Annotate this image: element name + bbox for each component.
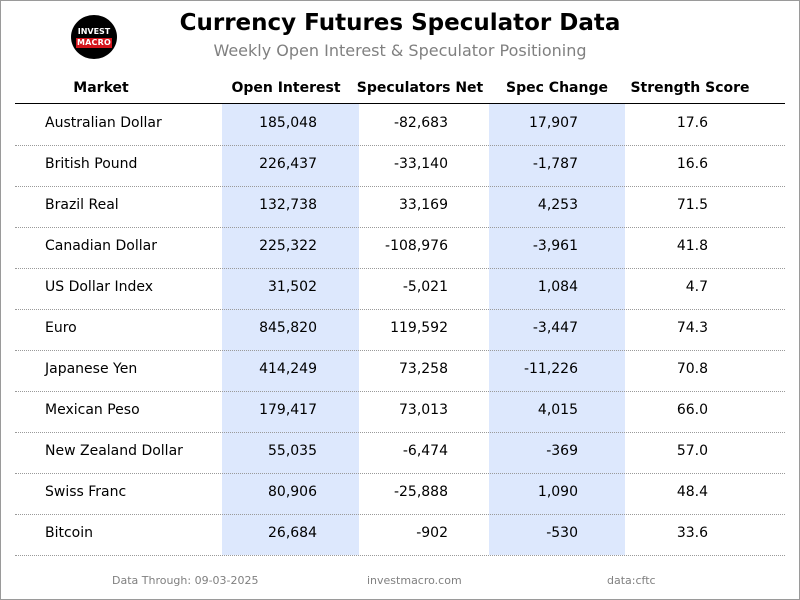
cell-spec-change: 17,907 xyxy=(529,115,578,131)
cell-open-interest: 414,249 xyxy=(259,361,317,377)
table-row: New Zealand Dollar 55,035 -6,474 -369 57.0 xyxy=(15,432,785,474)
cell-open-interest: 26,684 xyxy=(268,525,317,541)
cell-speculators-net: -82,683 xyxy=(393,115,448,131)
cell-strength-score: 33.6 xyxy=(676,525,708,541)
cell-open-interest: 179,417 xyxy=(259,402,317,418)
cell-speculators-net: -6,474 xyxy=(402,443,448,459)
cell-strength-score: 48.4 xyxy=(676,484,708,500)
cell-open-interest: 845,820 xyxy=(259,320,317,336)
cell-spec-change: 4,253 xyxy=(537,197,578,213)
table-row: Australian Dollar 185,048 -82,683 17,907 17.… xyxy=(15,104,785,146)
table-row: US Dollar Index 31,502 -5,021 1,084 4.7 xyxy=(15,268,785,310)
cell-speculators-net: -108,976 xyxy=(385,238,448,254)
cell-speculators-net: 73,013 xyxy=(399,402,448,418)
table-row: Euro 845,820 119,592 -3,447 74.3 xyxy=(15,309,785,351)
cell-strength-score: 74.3 xyxy=(676,320,708,336)
footer-data-date: Data Through: 09-03-2025 xyxy=(112,574,259,587)
cell-open-interest: 55,035 xyxy=(268,443,317,459)
spec-change-column-shade xyxy=(489,104,625,555)
cell-speculators-net: -5,021 xyxy=(402,279,448,295)
footer-source: data:cftc xyxy=(607,574,656,587)
cell-speculators-net: 73,258 xyxy=(399,361,448,377)
cell-strength-score: 57.0 xyxy=(676,443,708,459)
cell-speculators-net: -33,140 xyxy=(393,156,448,172)
table-row: Brazil Real 132,738 33,169 4,253 71.5 xyxy=(15,186,785,228)
cell-open-interest: 185,048 xyxy=(259,115,317,131)
cell-market: Swiss Franc xyxy=(45,484,127,500)
cell-strength-score: 41.8 xyxy=(676,238,708,254)
cell-speculators-net: -25,888 xyxy=(393,484,448,500)
cell-spec-change: 4,015 xyxy=(537,402,578,418)
table-row: Canadian Dollar 225,322 -108,976 -3,961 41.8 xyxy=(15,227,785,269)
cell-speculators-net: 119,592 xyxy=(390,320,448,336)
header-spec-change: Spec Change xyxy=(506,80,608,96)
footer-site: investmacro.com xyxy=(367,574,462,587)
cell-strength-score: 16.6 xyxy=(676,156,708,172)
cell-spec-change: -3,447 xyxy=(532,320,578,336)
logo-line-2: MACRO xyxy=(76,38,112,48)
logo-line-1: INVEST xyxy=(77,27,111,36)
cell-open-interest: 225,322 xyxy=(259,238,317,254)
table-row: Mexican Peso 179,417 73,013 4,015 66.0 xyxy=(15,391,785,433)
cell-open-interest: 132,738 xyxy=(259,197,317,213)
cell-market: British Pound xyxy=(45,156,138,172)
header-speculators-net: Speculators Net xyxy=(356,80,484,96)
page-title: Currency Futures Speculator Data xyxy=(179,10,621,36)
header-strength-score: Strength Score xyxy=(630,80,750,96)
table-row: Swiss Franc 80,906 -25,888 1,090 48.4 xyxy=(15,473,785,515)
header-divider xyxy=(15,103,785,104)
cell-strength-score: 66.0 xyxy=(676,402,708,418)
table-row: British Pound 226,437 -33,140 -1,787 16.6 xyxy=(15,145,785,187)
page-subtitle: Weekly Open Interest & Speculator Positi… xyxy=(213,41,587,60)
cell-spec-change: 1,084 xyxy=(537,279,578,295)
table-row: Japanese Yen 414,249 73,258 -11,226 70.8 xyxy=(15,350,785,392)
cell-open-interest: 226,437 xyxy=(259,156,317,172)
open-interest-column-shade xyxy=(222,104,359,555)
cell-speculators-net: -902 xyxy=(416,525,448,541)
cell-strength-score: 17.6 xyxy=(676,115,708,131)
table-row: Bitcoin 26,684 -902 -530 33.6 xyxy=(15,514,785,556)
cell-spec-change: -1,787 xyxy=(532,156,578,172)
cell-spec-change: -11,226 xyxy=(523,361,578,377)
cell-market: Mexican Peso xyxy=(45,402,140,418)
cell-market: US Dollar Index xyxy=(45,279,154,295)
cell-market: Bitcoin xyxy=(45,525,94,541)
cell-spec-change: -369 xyxy=(546,443,578,459)
cell-strength-score: 70.8 xyxy=(676,361,708,377)
cell-spec-change: -530 xyxy=(546,525,578,541)
cell-spec-change: 1,090 xyxy=(537,484,578,500)
cell-open-interest: 80,906 xyxy=(268,484,317,500)
cell-market: New Zealand Dollar xyxy=(45,443,183,459)
cell-market: Euro xyxy=(45,320,77,336)
cell-speculators-net: 33,169 xyxy=(399,197,448,213)
cell-strength-score: 4.7 xyxy=(685,279,708,295)
cell-spec-change: -3,961 xyxy=(532,238,578,254)
header-market: Market xyxy=(73,80,129,96)
cell-strength-score: 71.5 xyxy=(676,197,708,213)
cell-open-interest: 31,502 xyxy=(268,279,317,295)
cell-market: Canadian Dollar xyxy=(45,238,157,254)
cell-market: Australian Dollar xyxy=(45,115,162,131)
header-open-interest: Open Interest xyxy=(231,80,341,96)
invest-macro-logo: INVEST MACRO xyxy=(71,15,117,59)
cell-market: Japanese Yen xyxy=(45,361,138,377)
cell-market: Brazil Real xyxy=(45,197,119,213)
